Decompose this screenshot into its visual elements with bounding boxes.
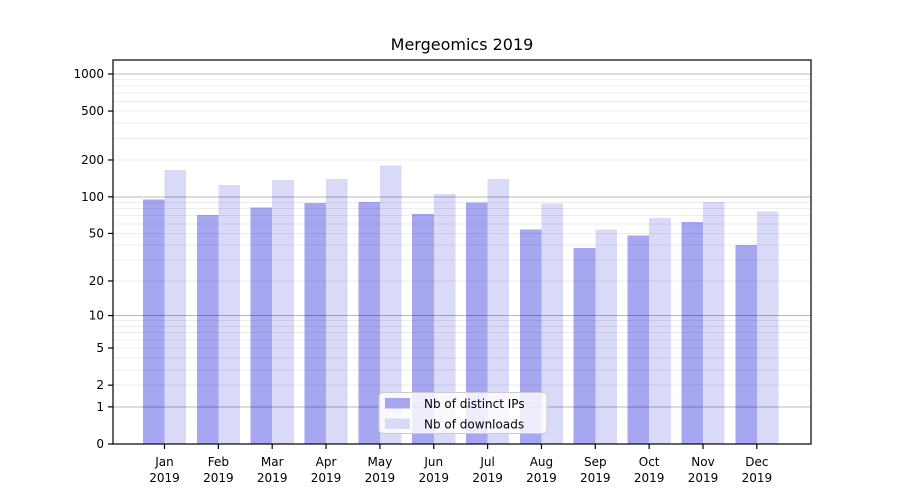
x-tick-label-year-aug: 2019 (526, 471, 557, 485)
x-tick-label-year-jun: 2019 (418, 471, 449, 485)
x-tick-label-year-nov: 2019 (688, 471, 719, 485)
bar-distinct-ips-may (358, 201, 380, 444)
x-tick-label-month-sep: Sep (584, 455, 607, 469)
bar-distinct-ips-jan (142, 199, 165, 444)
y-tick-label-100: 100 (81, 190, 104, 204)
x-tick-label-month-oct: Oct (639, 455, 660, 469)
bar-distinct-ips-oct (627, 235, 650, 444)
x-tick-label-year-may: 2019 (365, 471, 396, 485)
x-tick-label-year-jul: 2019 (472, 471, 503, 485)
x-tick-label-month-aug: Aug (530, 455, 553, 469)
bar-downloads-mar (272, 180, 294, 445)
bar-downloads-jan (164, 170, 187, 444)
legend-box (378, 392, 548, 434)
bar-downloads-sep (595, 229, 617, 444)
x-tick-label-month-jul: Jul (479, 455, 494, 469)
legend: Nb of distinct IPs Nb of downloads (378, 392, 548, 434)
x-tick-label-month-mar: Mar (261, 455, 284, 469)
x-tick-label-year-feb: 2019 (203, 471, 234, 485)
x-tick-label-year-oct: 2019 (634, 471, 665, 485)
bars-layer (142, 165, 779, 445)
bar-downloads-dec (756, 211, 779, 444)
x-tick-label-year-sep: 2019 (580, 471, 611, 485)
x-tick-label-month-nov: Nov (691, 455, 714, 469)
x-tick-label-year-apr: 2019 (311, 471, 342, 485)
ticks-layer: 0 1 2 5 10 20 50 100 200 500 1000 Jan 2019 Feb 2019 Mar… (73, 67, 772, 485)
bar-downloads-oct (649, 218, 671, 444)
bar-distinct-ips-sep (573, 247, 596, 444)
x-tick-label-month-apr: Apr (316, 455, 337, 469)
chart-title: Mergeomics 2019 (391, 35, 534, 54)
y-tick-label-2: 2 (96, 378, 104, 392)
x-tick-label-month-jun: Jun (423, 455, 443, 469)
x-tick-label-year-jan: 2019 (149, 471, 180, 485)
y-tick-label-5: 5 (96, 341, 104, 355)
grid-layer (113, 73, 811, 408)
bar-distinct-ips-nov (681, 222, 703, 444)
bar-distinct-ips-feb (196, 214, 219, 444)
y-tick-label-1000: 1000 (73, 67, 104, 81)
x-tick-label-year-mar: 2019 (257, 471, 288, 485)
y-tick-label-200: 200 (81, 153, 104, 167)
y-tick-label-50: 50 (89, 226, 104, 240)
bar-downloads-nov (703, 201, 725, 444)
x-tick-label-month-may: May (367, 455, 392, 469)
legend-swatch-downloads (385, 418, 410, 429)
bar-downloads-apr (326, 178, 348, 444)
y-tick-label-500: 500 (81, 104, 104, 118)
bar-distinct-ips-mar (250, 207, 273, 444)
bar-distinct-ips-aug (519, 229, 542, 444)
x-tick-label-month-dec: Dec (745, 455, 768, 469)
x-tick-label-year-dec: 2019 (742, 471, 773, 485)
bar-distinct-ips-dec (735, 245, 757, 444)
plot-frame (112, 59, 812, 445)
bar-downloads-feb (218, 184, 240, 445)
bar-distinct-ips-jul (466, 202, 488, 444)
legend-label-distinct-ips: Nb of distinct IPs (424, 397, 525, 411)
bar-downloads-jul (487, 178, 510, 444)
x-tick-label-month-feb: Feb (208, 455, 229, 469)
x-tick-label-month-jan: Jan (154, 455, 174, 469)
bar-downloads-may (379, 165, 402, 444)
bar-distinct-ips-jun (412, 214, 434, 444)
y-tick-label-0: 0 (96, 437, 104, 451)
legend-label-downloads: Nb of downloads (424, 417, 524, 431)
bar-downloads-jun (433, 194, 456, 444)
y-tick-label-1: 1 (96, 400, 104, 414)
bar-distinct-ips-apr (304, 203, 327, 444)
bar-downloads-aug (541, 203, 564, 444)
y-tick-label-20: 20 (89, 274, 104, 288)
legend-swatch-distinct-ips (385, 398, 410, 409)
y-tick-label-10: 10 (89, 309, 104, 323)
